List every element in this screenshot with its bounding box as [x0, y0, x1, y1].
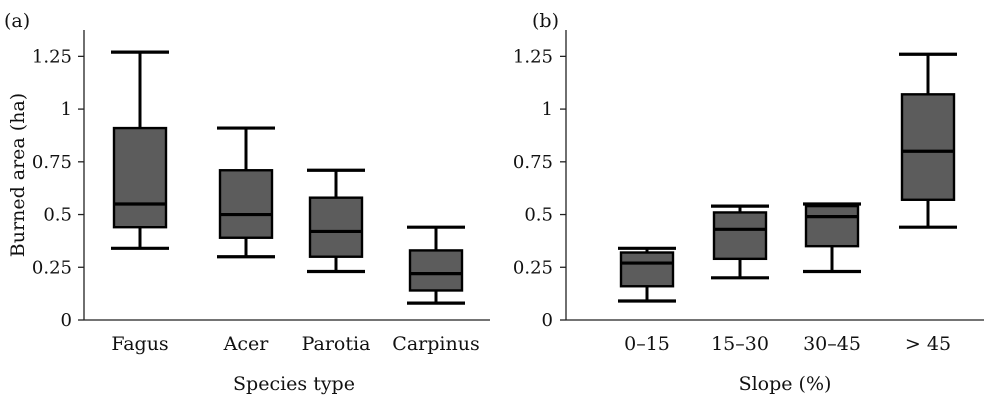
iqr-box — [408, 249, 464, 292]
y-tick-label: 0.25 — [32, 257, 72, 278]
y-tick-label: 0.5 — [524, 205, 553, 226]
category-label: Carpinus — [392, 333, 479, 355]
y-tick-label: 0.5 — [43, 205, 72, 226]
y-axis-title: Burned area (ha) — [7, 93, 29, 257]
iqr-box — [712, 211, 768, 261]
category-label: 30–45 — [803, 333, 861, 355]
y-tick-label: 0 — [542, 310, 553, 331]
panel-b: (b) 0 0.25 0.5 0.75 1 1.25 0–15 15–30 30–45 > 45 Sl… — [513, 10, 984, 395]
iqr-box — [619, 251, 675, 288]
y-tick-label: 1 — [542, 99, 553, 120]
panel-a: (a) 0 0.25 0.5 0.75 1 1.25 Fagus Acer Parotia Carp… — [4, 10, 490, 395]
y-tick-label: 1 — [61, 99, 72, 120]
category-label: > 45 — [905, 333, 951, 355]
category-label: Parotia — [302, 333, 371, 355]
y-tick-label: 0.75 — [32, 152, 72, 173]
category-label: Acer — [223, 333, 270, 355]
category-label: 15–30 — [711, 333, 769, 355]
y-tick-label: 1.25 — [32, 46, 72, 67]
iqr-box — [900, 93, 956, 201]
x-axis-title: Species type — [233, 373, 355, 395]
iqr-box — [112, 126, 168, 229]
y-tick-label: 1.25 — [513, 46, 553, 67]
iqr-box — [804, 204, 860, 248]
y-tick-label: 0.75 — [513, 152, 553, 173]
iqr-box — [308, 196, 364, 258]
y-tick-label: 0 — [61, 310, 72, 331]
x-axis-title: Slope (%) — [739, 373, 832, 395]
iqr-box — [218, 169, 274, 239]
panel-label: (b) — [532, 10, 559, 32]
y-tick-label: 0.25 — [513, 257, 553, 278]
panel-label: (a) — [4, 10, 30, 32]
category-label: Fagus — [111, 333, 168, 355]
category-label: 0–15 — [624, 333, 670, 355]
